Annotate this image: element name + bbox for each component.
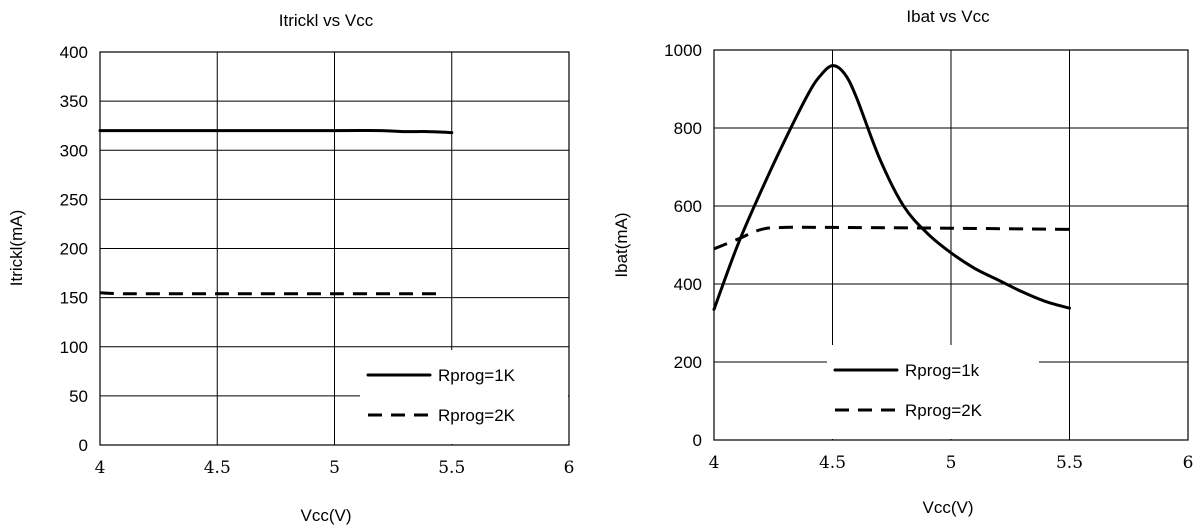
x-tick-label: 5.5 xyxy=(438,458,465,478)
chart-title: Itrickl vs Vcc xyxy=(279,11,374,30)
y-tick-label: 0 xyxy=(693,431,702,450)
y-tick-label: 250 xyxy=(60,190,88,209)
chart-title: Ibat vs Vcc xyxy=(906,7,990,26)
legend-label: Rprog=2K xyxy=(905,401,983,420)
x-tick-label: 5 xyxy=(329,458,340,478)
x-axis-label: Vcc(V) xyxy=(923,498,974,517)
x-axis-label: Vcc(V) xyxy=(301,506,352,525)
x-tick-label: 4.5 xyxy=(819,453,846,473)
y-tick-label: 800 xyxy=(674,119,702,138)
y-tick-label: 200 xyxy=(60,240,88,259)
x-tick-label: 4 xyxy=(95,458,106,478)
y-axis-label: Itrickl(mA) xyxy=(7,210,26,286)
x-tick-label: 4 xyxy=(709,453,720,473)
series-line-rprog-1k xyxy=(98,129,454,135)
legend-box xyxy=(827,345,1039,439)
plot-frame xyxy=(713,49,1189,441)
legend-label: Rprog=2K xyxy=(438,406,516,425)
y-tick-label: 600 xyxy=(674,197,702,216)
y-tick-label: 400 xyxy=(674,275,702,294)
series-line-rprog-2k xyxy=(713,225,1070,251)
y-tick-label: 1000 xyxy=(664,41,702,60)
y-tick-label: 50 xyxy=(69,387,88,406)
y-tick-label: 0 xyxy=(79,436,88,455)
y-tick-label: 150 xyxy=(60,289,88,308)
series-line-rprog-1k xyxy=(712,64,1071,311)
x-tick-label: 4.5 xyxy=(204,458,231,478)
y-axis-label: Ibat(mA) xyxy=(612,212,631,277)
x-tick-label: 6 xyxy=(1183,453,1194,473)
y-tick-label: 200 xyxy=(674,353,702,372)
legend-label: Rprog=1k xyxy=(905,361,980,380)
y-tick-label: 300 xyxy=(60,141,88,160)
chart-ibat-vs-vcc: Ibat vs Vcc Vcc(V) Ibat(mA) 4 4.5 5 5.5 6 0 20… xyxy=(612,7,1193,517)
x-tick-label: 6 xyxy=(564,458,575,478)
x-tick-label: 5.5 xyxy=(1056,453,1083,473)
legend-label: Rprog=1K xyxy=(438,366,516,385)
plot-frame xyxy=(99,51,570,446)
y-tick-label: 350 xyxy=(60,92,88,111)
y-tick-label: 100 xyxy=(60,338,88,357)
chart-itrickl-vs-vcc: Itrickl vs Vcc Vcc(V) Itrickl(mA) 4 4.5 5 5… xyxy=(7,11,574,525)
y-tick-label: 400 xyxy=(60,43,88,62)
series-line-rprog-2k xyxy=(99,291,440,296)
legend-box xyxy=(360,350,568,444)
x-tick-label: 5 xyxy=(946,453,957,473)
